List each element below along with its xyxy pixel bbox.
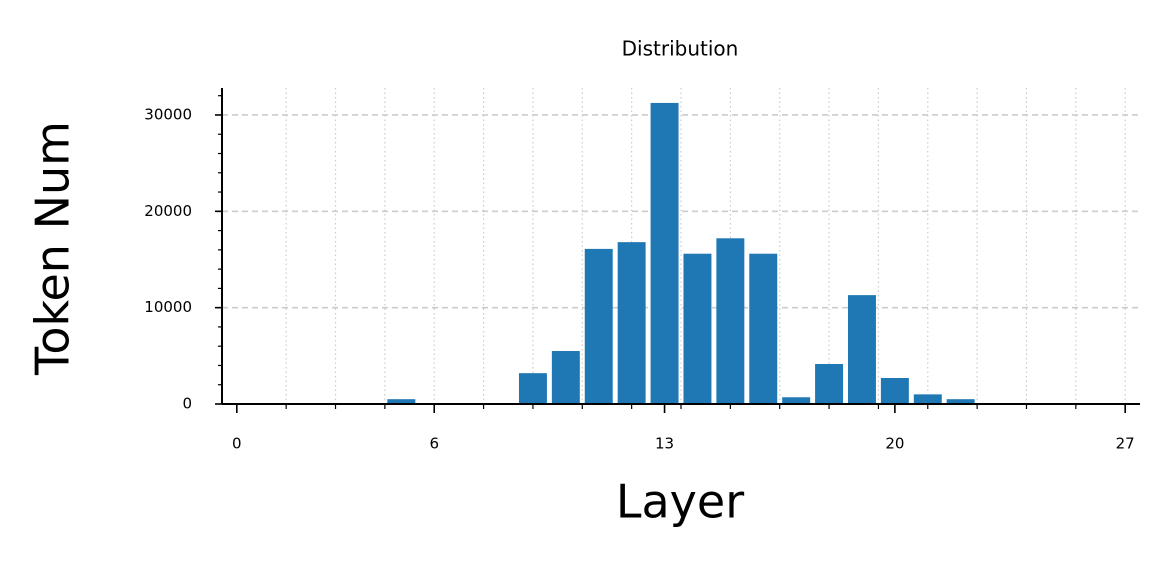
bar: [650, 102, 679, 405]
bar: [683, 253, 712, 404]
bar: [518, 373, 547, 404]
bar: [387, 399, 416, 404]
x-axis-label: Layer: [616, 475, 744, 529]
y-tick-label: 30000: [144, 105, 192, 123]
bar: [749, 253, 778, 404]
x-tick-label: 13: [655, 435, 674, 453]
bar: [716, 238, 745, 404]
y-tick-label: 0: [182, 395, 192, 413]
x-tick-label: 27: [1116, 435, 1135, 453]
y-tick-label: 10000: [144, 298, 192, 316]
y-axis-label: Token Num: [26, 121, 80, 376]
bar: [946, 399, 975, 404]
bar: [551, 351, 580, 404]
x-tick-label: 6: [429, 435, 439, 453]
bar: [782, 397, 811, 404]
y-tick-label: 20000: [144, 202, 192, 220]
bar: [815, 364, 844, 404]
x-tick-label: 20: [885, 435, 904, 453]
bar: [913, 394, 942, 404]
bar: [847, 295, 876, 404]
bar: [584, 248, 613, 404]
chart-title: Distribution: [622, 37, 739, 61]
bar: [880, 377, 909, 404]
x-tick-label: 0: [232, 435, 242, 453]
bar: [617, 242, 646, 404]
